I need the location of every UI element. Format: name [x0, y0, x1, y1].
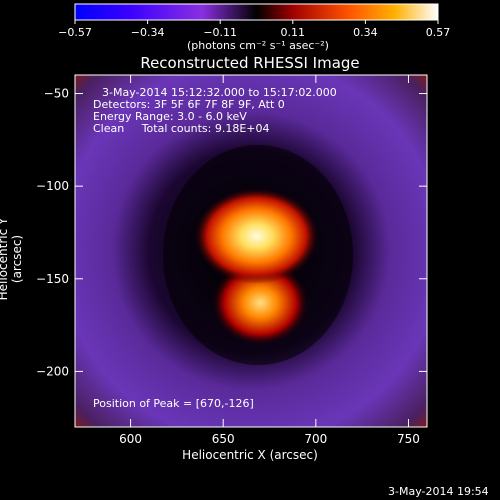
colorbar-tick-label: −0.11	[203, 26, 237, 39]
x-tick-label: 600	[119, 432, 142, 446]
y-tick-label: −150	[36, 272, 69, 286]
annotation-time: 3-May-2014 15:12:32.000 to 15:17:02.000	[102, 86, 337, 99]
x-axis-ticks: 600 650 700 750	[119, 75, 420, 446]
colorbar-tick-label: 0.34	[353, 26, 378, 39]
colorbar-unit-label: (photons cm⁻² s⁻¹ asec⁻²)	[187, 39, 329, 52]
x-axis-label: Heliocentric X (arcsec)	[182, 448, 318, 462]
x-tick-label: 700	[304, 432, 327, 446]
chart-title: Reconstructed RHESSI Image	[140, 54, 360, 72]
y-tick-label: −200	[36, 364, 69, 378]
colorbar	[74, 3, 439, 21]
y-tick-label: −50	[44, 87, 69, 101]
annotation-detectors: Detectors: 3F 5F 6F 7F 8F 9F, Att 0	[93, 98, 285, 111]
heatmap-image	[75, 75, 427, 427]
annotation-clean: Clean Total counts: 9.18E+04	[93, 122, 270, 135]
colorbar-tick-label: 0.11	[281, 26, 306, 39]
y-axis-label: Heliocentric Y (arcsec)	[0, 218, 24, 301]
colorbar-ticks: −0.57 −0.34 −0.11 0.11 0.34 0.57	[58, 20, 450, 39]
secondary-source	[212, 260, 309, 345]
annotation-energy: Energy Range: 3.0 - 6.0 keV	[93, 110, 247, 123]
x-tick-label: 750	[397, 432, 420, 446]
primary-source	[194, 188, 319, 285]
y-tick-label: −100	[36, 179, 69, 193]
footer-date: 3-May-2014 19:54	[388, 485, 489, 498]
annotation-peak: Position of Peak = [670,-126]	[93, 397, 254, 410]
colorbar-tick-label: −0.57	[58, 26, 92, 39]
colorbar-tick-label: 0.57	[426, 26, 451, 39]
colorbar-tick-label: −0.34	[131, 26, 165, 39]
y-axis-ticks: −50 −100 −150 −200	[36, 87, 427, 378]
plot-frame	[74, 74, 428, 428]
x-tick-label: 650	[212, 432, 235, 446]
